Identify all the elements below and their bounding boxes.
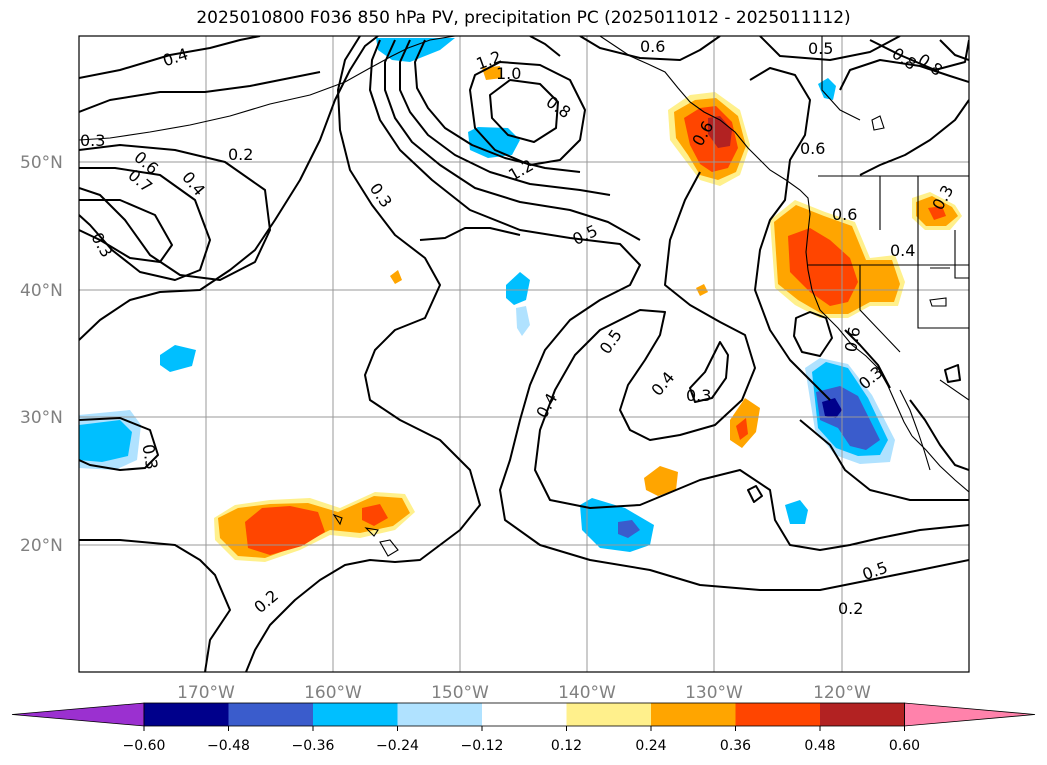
colorbar-segment <box>566 703 652 726</box>
lon-label: 140°W <box>558 683 616 703</box>
colorbar-tick-label: 0.36 <box>720 738 751 754</box>
precip-blob-positive <box>788 228 858 306</box>
contour-label: 0.6 <box>832 205 857 224</box>
precip-blob-positive <box>362 504 388 526</box>
precip-blob-positive <box>928 206 946 220</box>
precip-blob-positive <box>245 506 325 555</box>
lat-labels: 50°N 40°N 30°N 20°N <box>20 153 63 556</box>
precip-shading <box>79 38 962 562</box>
precip-blob-negative <box>580 498 654 552</box>
precip-blob-positive <box>644 466 678 496</box>
colorbar-segment <box>228 703 314 726</box>
precip-blob-negative <box>506 272 530 305</box>
colorbar-extend-min <box>11 702 145 727</box>
colorbar-tick-label: −0.48 <box>207 738 250 754</box>
map-frame <box>78 35 970 673</box>
contour-label: 0.6 <box>640 37 665 56</box>
colorbar-tick-label: −0.60 <box>123 738 166 754</box>
lat-label: 40°N <box>20 281 63 301</box>
lon-label: 120°W <box>813 683 871 703</box>
contour-label: 0.4 <box>890 241 915 260</box>
colorbar-segment <box>482 703 567 726</box>
colorbar-segment <box>651 703 736 726</box>
precip-blob-negative <box>822 398 842 418</box>
colorbar-extend-max <box>904 702 1036 727</box>
precip-blob-positive <box>390 270 402 284</box>
precip-blob-negative <box>376 38 455 62</box>
contour-label: 0.3 <box>138 443 161 471</box>
map-title: 2025010800 F036 850 hPa PV, precipitatio… <box>196 8 851 28</box>
lon-label: 160°W <box>304 683 362 703</box>
coastlines <box>79 36 969 557</box>
contour-label: 0.2 <box>228 145 253 164</box>
colorbar-segment <box>397 703 483 726</box>
lat-label: 20°N <box>20 536 63 556</box>
precip-blob-negative <box>79 420 132 462</box>
colorbar-outline <box>143 702 905 727</box>
precip-blob-negative <box>160 345 196 372</box>
colorbar-tick-label: 0.12 <box>551 738 582 754</box>
colorbar-tick-label: 0.60 <box>889 738 920 754</box>
precip-blob-positive <box>736 418 748 440</box>
contour-label: 0.2 <box>838 599 863 618</box>
lon-label: 150°W <box>431 683 489 703</box>
contour-label: 0.6 <box>841 325 864 353</box>
lat-label: 30°N <box>20 408 63 428</box>
colorbar-tick-label: −0.36 <box>292 738 335 754</box>
contour-label: 1.0 <box>496 64 521 83</box>
colorbar-segment <box>735 703 821 726</box>
colorbar: −0.60 −0.48 −0.36 −0.24 −0.12 0.12 0.24 0.36 0.4… <box>11 702 1036 754</box>
lon-label: 170°W <box>177 683 235 703</box>
lon-label: 130°W <box>685 683 743 703</box>
colorbar-segment <box>313 703 398 726</box>
lat-label: 50°N <box>20 153 63 173</box>
precip-blob-negative <box>516 306 530 336</box>
pv-contours <box>79 36 969 672</box>
colorbar-tick-label: −0.12 <box>461 738 504 754</box>
precip-blob-negative <box>785 500 808 524</box>
contour-label: 0.3 <box>686 386 711 405</box>
colorbar-segment <box>144 703 229 726</box>
colorbar-segment <box>820 703 905 726</box>
colorbar-tick-label: −0.24 <box>376 738 419 754</box>
lon-labels: 170°W 160°W 150°W 140°W 130°W 120°W <box>177 683 871 703</box>
contour-label: 0.5 <box>808 39 833 58</box>
colorbar-tick-label: 0.48 <box>804 738 835 754</box>
contour-label: 0.3 <box>80 131 105 150</box>
colorbar-tick-label: 0.24 <box>635 738 666 754</box>
contour-label: 0.6 <box>800 139 825 158</box>
map-area <box>79 36 969 672</box>
precip-blob-negative <box>618 520 640 538</box>
